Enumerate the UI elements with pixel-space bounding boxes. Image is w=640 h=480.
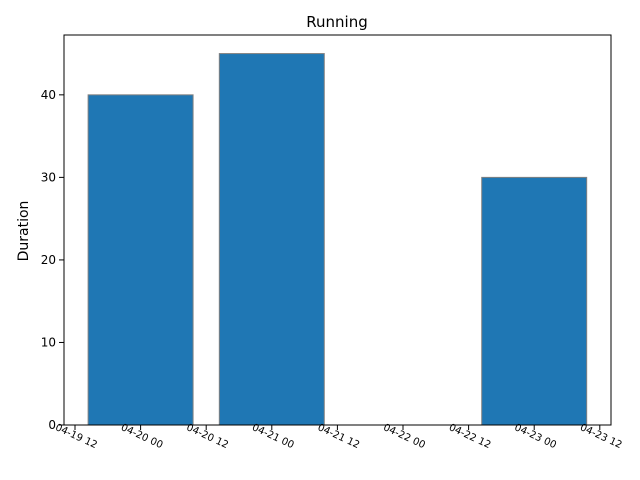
y-tick-label-0: 0 bbox=[48, 418, 56, 432]
y-tick-label-30: 30 bbox=[41, 170, 56, 184]
bars bbox=[87, 53, 588, 426]
bar-2024-04-21 bbox=[218, 53, 325, 426]
bar-2024-04-20 bbox=[87, 94, 194, 426]
y-tick-label-40: 40 bbox=[41, 88, 56, 102]
x-ticks: 04-19 12 04-20 00 04-20 12 04-21 00 04-21 12… bbox=[53, 422, 623, 451]
y-tick-label-20: 20 bbox=[41, 253, 56, 267]
chart-title: Running bbox=[306, 13, 367, 31]
y-ticks: 0 10 20 30 40 bbox=[41, 88, 64, 432]
x-tick-label-5: 04-22 00 bbox=[381, 422, 426, 451]
x-tick-label-3: 04-21 00 bbox=[250, 422, 295, 451]
bar-2024-04-23 bbox=[481, 176, 588, 426]
x-tick-label-6: 04-22 12 bbox=[447, 422, 492, 451]
x-tick-label-2: 04-20 12 bbox=[185, 422, 230, 451]
x-tick-label-4: 04-21 12 bbox=[316, 422, 361, 451]
x-tick-label-1: 04-20 00 bbox=[119, 422, 164, 451]
x-tick-label-7: 04-23 00 bbox=[513, 422, 558, 451]
x-tick-label-0: 04-19 12 bbox=[53, 422, 98, 451]
y-axis-label: Duration bbox=[16, 201, 32, 262]
y-tick-label-10: 10 bbox=[41, 335, 56, 349]
x-tick-label-8: 04-23 12 bbox=[578, 422, 623, 451]
